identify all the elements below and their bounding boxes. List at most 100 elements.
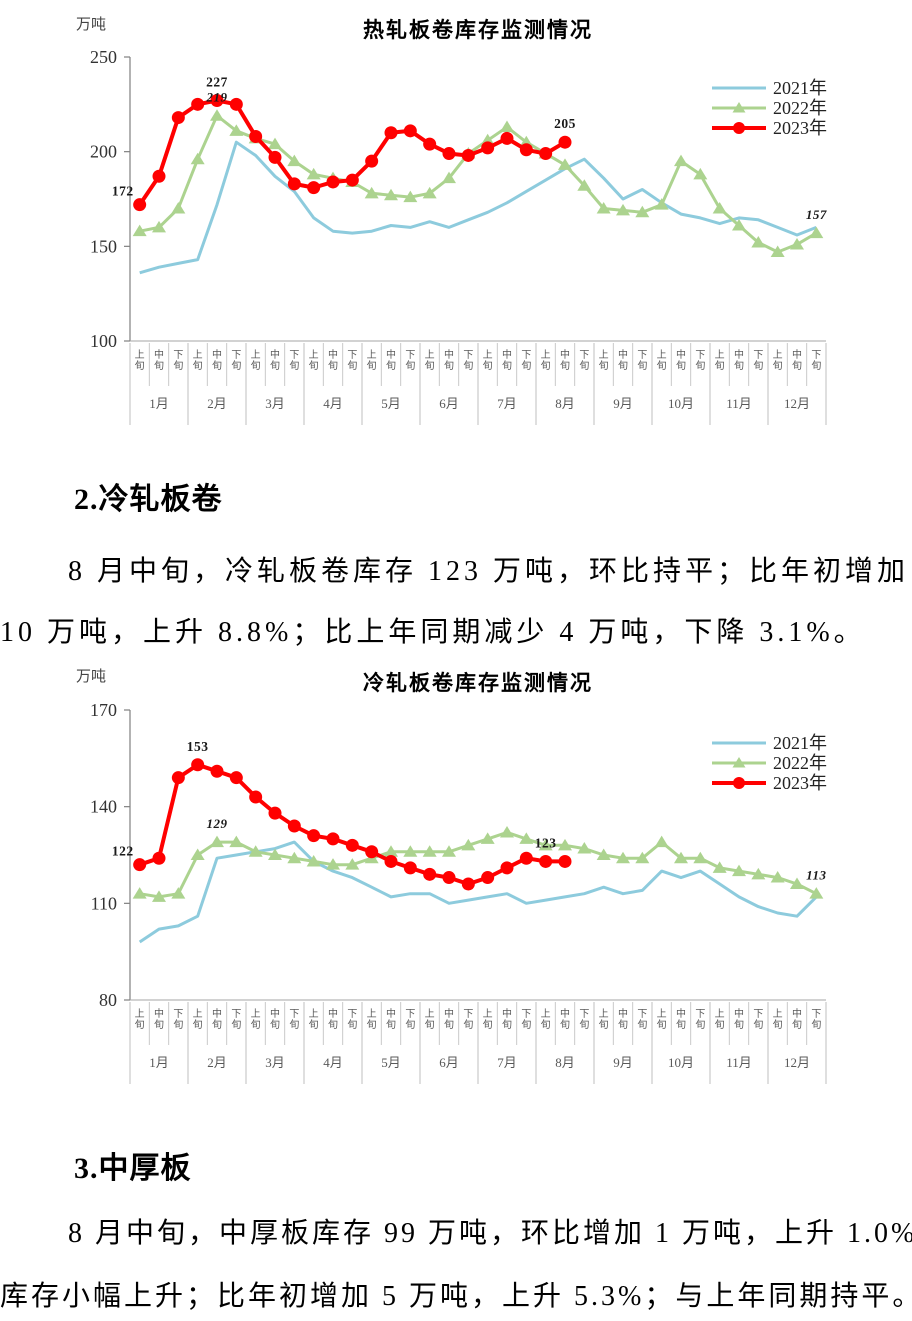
- month-label: 1月: [149, 1055, 169, 1070]
- data-label-113: 113: [806, 868, 826, 883]
- triangle-marker: [442, 845, 456, 857]
- circle-marker: [461, 877, 475, 891]
- circle-marker: [442, 147, 456, 161]
- data-label-205: 205: [554, 116, 576, 131]
- period-label: 下旬: [173, 1009, 183, 1031]
- triangle-marker: [171, 201, 186, 214]
- series-line: [139, 114, 818, 254]
- triangle-marker: [480, 832, 495, 844]
- circle-marker: [365, 154, 379, 168]
- period-label: 上旬: [657, 1008, 667, 1031]
- period-label: 中旬: [212, 1007, 222, 1031]
- period-label: 中旬: [560, 348, 570, 372]
- section-heading-medium-plate: 3.中厚板: [74, 1152, 192, 1185]
- period-label: 中旬: [734, 1007, 744, 1031]
- period-label: 中旬: [270, 1007, 280, 1031]
- month-label: 7月: [497, 396, 517, 411]
- month-label: 3月: [265, 1055, 285, 1070]
- period-label: 下旬: [289, 1009, 299, 1031]
- period-label: 中旬: [734, 348, 744, 372]
- cold-rolled-coil-chart-svg: 冷轧板卷库存监测情况万吨80110140170上旬中旬下旬1月上旬中旬下旬2月上…: [76, 668, 827, 1084]
- y-tick-label: 110: [91, 893, 117, 913]
- legend-label: 2022年: [773, 753, 827, 773]
- triangle-marker: [809, 226, 824, 239]
- triangle-marker: [287, 154, 302, 167]
- x-axis-table: 上旬中旬下旬1月上旬中旬下旬2月上旬中旬下旬3月上旬中旬下旬4月上旬中旬下旬5月…: [129, 999, 827, 1084]
- triangle-marker: [384, 845, 398, 857]
- period-label: 下旬: [521, 350, 531, 372]
- circle-marker: [268, 150, 282, 164]
- period-label: 上旬: [599, 1008, 609, 1031]
- legend-item-2023年: 2023年: [712, 118, 827, 138]
- period-label: 下旬: [405, 1009, 415, 1031]
- period-label: 下旬: [231, 1009, 241, 1031]
- circle-marker: [442, 871, 456, 885]
- period-label: 下旬: [753, 350, 763, 372]
- circle-marker: [345, 173, 359, 187]
- y-tick-label: 80: [99, 990, 117, 1010]
- period-label: 下旬: [405, 350, 415, 372]
- circle-marker: [287, 177, 301, 191]
- circle-marker: [423, 137, 437, 151]
- data-label-219: 219: [206, 90, 228, 105]
- circle-marker: [249, 790, 263, 804]
- month-label: 4月: [323, 1055, 343, 1070]
- period-label: 中旬: [154, 1007, 164, 1031]
- month-label: 5月: [381, 396, 401, 411]
- triangle-marker: [210, 109, 224, 121]
- period-label: 中旬: [502, 348, 512, 372]
- circle-marker: [326, 832, 340, 846]
- period-label: 下旬: [347, 1009, 357, 1031]
- period-label: 下旬: [347, 350, 357, 372]
- series-line: [138, 98, 567, 206]
- data-label-129: 129: [207, 816, 228, 831]
- period-label: 中旬: [154, 348, 164, 372]
- period-label: 上旬: [251, 1008, 261, 1031]
- legend-item-2021年: 2021年: [712, 733, 827, 753]
- month-label: 9月: [613, 1055, 633, 1070]
- circle-marker: [539, 854, 553, 868]
- month-label: 10月: [668, 1055, 694, 1070]
- triangle-marker: [171, 887, 186, 899]
- triangle-marker: [152, 890, 166, 902]
- triangle-marker: [403, 190, 418, 203]
- circle-marker: [500, 131, 514, 145]
- month-label: 12月: [784, 396, 810, 411]
- period-label: 下旬: [463, 1009, 473, 1031]
- triangle-marker: [132, 224, 147, 237]
- triangle-marker: [558, 838, 572, 851]
- series-line: [138, 840, 818, 944]
- legend-triangle-marker: [732, 102, 746, 113]
- circle-marker: [384, 854, 398, 868]
- period-label: 中旬: [618, 1007, 628, 1031]
- circle-marker: [268, 806, 282, 820]
- triangle-marker: [693, 851, 708, 864]
- circle-marker: [191, 97, 205, 111]
- legend-label: 2023年: [773, 773, 827, 793]
- data-label-157: 157: [806, 207, 827, 222]
- y-tick-label: 100: [90, 331, 117, 351]
- circle-marker: [152, 169, 166, 183]
- month-label: 3月: [265, 396, 285, 411]
- period-label: 上旬: [309, 1008, 319, 1031]
- data-label-153: 153: [187, 739, 209, 754]
- legend-item-2022年: 2022年: [712, 98, 827, 118]
- circle-marker: [229, 97, 243, 111]
- triangle-marker: [596, 848, 611, 860]
- series-line: [139, 830, 817, 899]
- triangle-marker: [558, 158, 572, 170]
- circle-marker: [152, 851, 166, 865]
- circle-marker: [326, 175, 340, 189]
- data-label-227: 227: [206, 75, 228, 90]
- period-label: 上旬: [483, 1008, 493, 1031]
- triangle-marker: [326, 858, 340, 870]
- data-label-172: 172: [112, 184, 134, 199]
- triangle-marker: [770, 245, 785, 258]
- triangle-marker: [345, 858, 360, 870]
- period-label: 下旬: [811, 1009, 821, 1031]
- circle-marker: [461, 148, 475, 162]
- period-label: 中旬: [792, 348, 802, 372]
- month-label: 8月: [555, 1055, 575, 1070]
- triangle-marker: [654, 835, 669, 848]
- triangle-marker: [248, 845, 263, 857]
